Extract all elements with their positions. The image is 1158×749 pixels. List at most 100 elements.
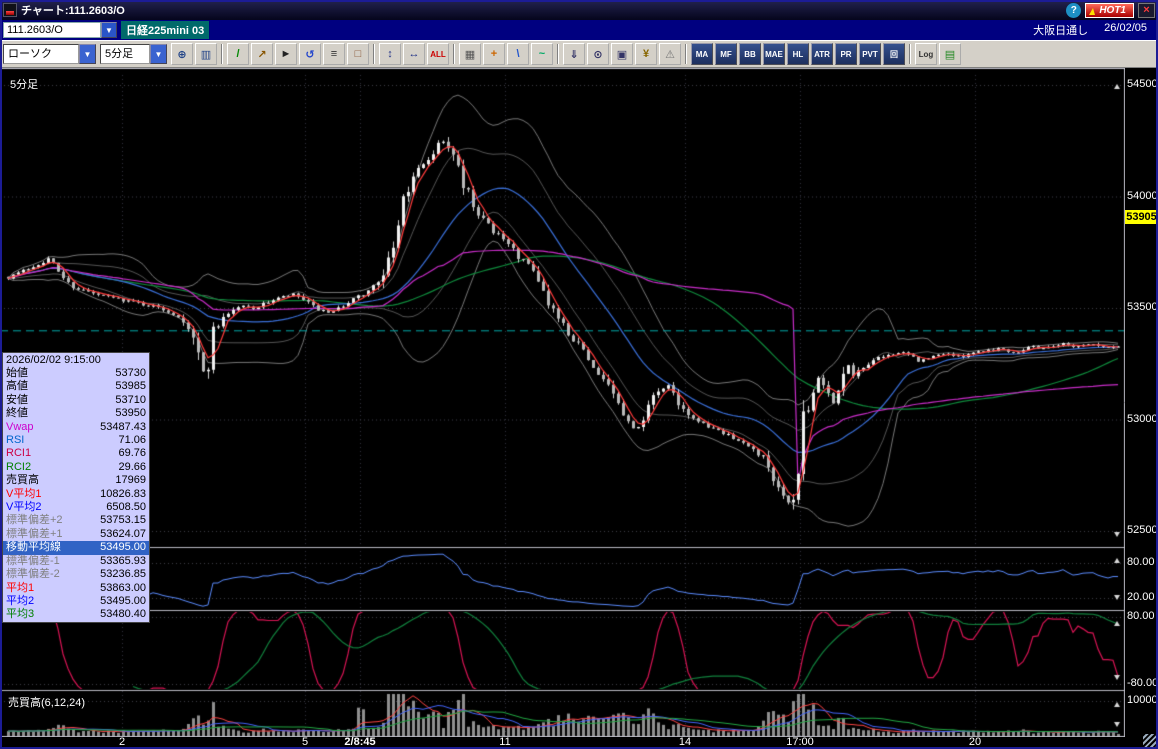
timeframe-select[interactable]: 5分足 ▼ [100,44,167,64]
rsi-axis-label: 20.00 [1127,591,1155,603]
indicator-hl-button[interactable]: HL [787,43,809,65]
toolbar-separator [221,44,223,64]
toolbar-separator [557,44,559,64]
tooltip-rows: 始値 53730 高値 53985 安値 53710 終値 53950 Vwap 53487.43… [3,367,149,622]
new-window-icon[interactable]: ▣ [611,43,633,65]
symbol-select[interactable]: 111.2603/O ▼ [3,22,117,38]
date-label: 26/02/05 [1104,22,1147,34]
tooltip-row-high: 高値 53985 [6,380,146,393]
tooltip-row-vwap: Vwap 53487.43 [6,420,146,433]
chart-type-value[interactable]: ローソク [3,44,79,64]
draw-line-icon[interactable]: / [227,43,249,65]
close-button[interactable]: × [1138,2,1155,18]
timeframe-value[interactable]: 5分足 [100,44,150,64]
data-tooltip: 2026/02/02 9:15:00 始値 53730 高値 53985 安値 53710… [2,352,150,623]
tooltip-row-sd-plus1: 標準偏差+1 53624.07 [6,527,146,540]
tooltip-row-vavg2: V平均2 6508.50 [6,501,146,514]
erase-drawing-icon[interactable]: □ [347,43,369,65]
time-axis-label: 11 [499,736,511,748]
toolbar-separator [909,44,911,64]
indicator-bb-button[interactable]: BB [739,43,761,65]
session-label: 大阪日通し [1033,25,1089,37]
tooltip-row-open: 始値 53730 [6,367,146,379]
tooltip-row-avg3: 平均3 53480.40 [6,608,146,621]
indicator-pr-button[interactable]: PR [835,43,857,65]
log-scale-button[interactable]: Log [915,43,937,65]
list-icon[interactable]: ≡ [323,43,345,65]
chart-type-select[interactable]: ローソク ▼ [3,44,96,64]
currency-icon[interactable]: ¥ [635,43,657,65]
tooltip-row-low: 安値 53710 [6,393,146,406]
indicator-ma-button[interactable]: MA [691,43,713,65]
zoom-in-icon[interactable]: ⊕ [171,43,193,65]
volume-axis-label: 10000 [1127,694,1158,706]
tooltip-row-close: 終値 53950 [6,407,146,420]
grid-icon[interactable]: ▦ [459,43,481,65]
rci-axis-label: -80.00 [1127,677,1158,689]
chart-type-arrow-icon[interactable]: ▼ [79,44,96,64]
tooltip-row-avg2: 平均2 53495.00 [6,594,146,607]
resize-grip[interactable] [1143,734,1156,747]
session-info: 大阪日通し 26/02/05 [1033,22,1155,38]
price-axis-label: 52500 [1127,524,1158,536]
tooltip-row-sd-minus1: 標準偏差-1 53365.93 [6,554,146,567]
chart-settings-icon[interactable]: ▤ [939,43,961,65]
indicator-mf-button[interactable]: MF [715,43,737,65]
tooltip-row-rci2: RCI2 29.66 [6,460,146,473]
axis-fit-icon[interactable]: ↔ [403,43,425,65]
tooltip-datetime: 2026/02/02 9:15:00 [6,354,101,366]
symbol-value[interactable]: 111.2603/O [3,22,101,38]
time-axis-label: 20 [968,736,982,748]
pencil-icon[interactable]: \ [507,43,529,65]
tooltip-row-avg1: 平均1 53863.00 [6,581,146,594]
time-axis[interactable]: 2 5 2/8:45 11 14 17:00 20 [0,736,1158,749]
price-axis[interactable]: 53905 54500 54000 53500 53000 52500 80.00 20.0… [1125,68,1158,737]
window-title: チャート:111.2603/O [21,5,125,17]
instrument-label: 日経225mini 03 [121,21,210,39]
rci-axis-label: 80.00 [1127,610,1155,622]
time-axis-label: 2/8:45 [344,736,376,748]
price-chart-canvas[interactable] [0,68,1125,737]
tooltip-row-rsi: RSI 71.06 [6,434,146,447]
show-all-button[interactable]: ALL [427,43,449,65]
trendline-icon[interactable]: ~ [531,43,553,65]
time-axis-label: 2 [118,736,126,748]
time-axis-label: 5 [301,736,309,748]
time-axis-label: 14 [678,736,692,748]
current-price-badge: 53905 [1125,209,1158,224]
export-icon[interactable]: ⇓ [563,43,585,65]
time-axis-label: 17:00 [786,736,814,748]
indicator-pvt-button[interactable]: PVT [859,43,881,65]
price-axis-label: 53500 [1127,301,1158,313]
chart-area: 5分足 売買高(6,12,24) 2026/02/02 9:15:00 始値 53… [0,68,1158,749]
symbol-dropdown-arrow-icon[interactable]: ▼ [101,22,117,38]
timeframe-panel-label: 5分足 [10,79,39,91]
toolbar-separator [685,44,687,64]
volume-panel-label: 売買高(6,12,24) [8,697,86,709]
crosshair-icon[interactable]: + [483,43,505,65]
price-axis-label: 53000 [1127,412,1158,425]
toolbar-separator [453,44,455,64]
search-chart-icon[interactable]: ⊙ [587,43,609,65]
help-button[interactable]: ? [1066,2,1082,18]
pointer-select-icon[interactable]: ► [275,43,297,65]
indicator-atr-button[interactable]: ATR [811,43,833,65]
tooltip-row-volume: 売買高 17969 [6,474,146,487]
hot1-badge[interactable]: HOT1 [1085,2,1134,18]
tooltip-row-sd-minus2: 標準偏差-2 53236.85 [6,568,146,581]
indicator-kai-button[interactable]: 回 [883,43,905,65]
tooltip-row-rci1: RCI1 69.76 [6,447,146,460]
timeframe-arrow-icon[interactable]: ▼ [150,44,167,64]
draw-arrow-icon[interactable]: ↗ [251,43,273,65]
axis-expand-icon[interactable]: ↕ [379,43,401,65]
toolbar: ローソク ▼ 5分足 ▼ ⊕ ▥ / ↗ ► ↺ ≡ □ ↕ ↔ ALL ▦ + \ ~ ⇓ ⊙ ▣ ¥ ⚠ MA MF B… [0,40,1158,68]
indicator-mae-button[interactable]: MAE [763,43,785,65]
app-icon [3,3,17,17]
undo-icon[interactable]: ↺ [299,43,321,65]
title-bar[interactable]: チャート:111.2603/O ? HOT1 × [0,0,1158,20]
zoom-range-icon[interactable]: ▥ [195,43,217,65]
tooltip-row-sd-plus2: 標準偏差+2 53753.15 [6,514,146,527]
alert-icon[interactable]: ⚠ [659,43,681,65]
tooltip-row-moving-average: 移動平均線 53495.00 [3,541,149,555]
